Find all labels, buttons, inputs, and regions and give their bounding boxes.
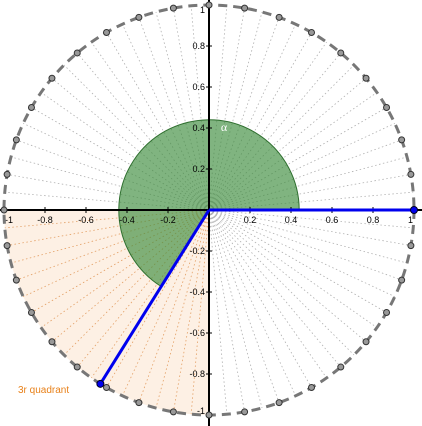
- circle-point: [383, 104, 391, 111]
- y-tick-label: -0.2: [189, 246, 205, 256]
- circle-point: [135, 399, 143, 407]
- y-tick-label: -0.4: [189, 287, 205, 297]
- radial-guide-line: [208, 209, 414, 229]
- circle-point: [308, 28, 315, 36]
- circle-point: [12, 276, 20, 284]
- circle-point: [398, 136, 406, 144]
- circle-point: [407, 170, 415, 178]
- radial-guide-line: [208, 209, 228, 415]
- circle-point: [241, 4, 249, 12]
- circle-point: [73, 363, 81, 371]
- y-tick-label: 0.2: [192, 164, 205, 174]
- radius-segments: [96, 206, 418, 388]
- circle-point: [362, 338, 370, 346]
- circle-point: [12, 136, 20, 144]
- axis-tick-labels: -1 -0.8 -0.6 -0.4 -0.2 0.2 0.4 0.6 0.8 1 1 0.8 0.6 0.…: [5, 5, 413, 416]
- y-tick-label: 0.8: [192, 41, 205, 51]
- circle-point: [169, 4, 177, 12]
- circle-point: [407, 242, 415, 250]
- circle-point: [73, 49, 81, 57]
- circle-point: [103, 28, 110, 36]
- circle-point: [362, 74, 370, 82]
- initial-radius-endpoint: [410, 206, 418, 214]
- x-tick-label: 1: [408, 215, 413, 225]
- x-tick-label: 0.2: [244, 215, 257, 225]
- circle-point: [48, 338, 56, 346]
- x-tick-label: -0.4: [119, 215, 135, 225]
- x-tick-label: 0.8: [367, 215, 380, 225]
- radial-guide-line: [208, 209, 263, 409]
- circle-point: [337, 49, 345, 57]
- circle-point: [3, 170, 11, 178]
- circle-point: [383, 309, 391, 316]
- angle-label: α: [221, 120, 228, 134]
- circle-point: [0, 206, 8, 214]
- circle-point: [135, 13, 143, 21]
- circle-point: [205, 1, 213, 9]
- radial-guide-line: [208, 209, 411, 246]
- circle-point: [275, 399, 283, 407]
- circle-point: [275, 13, 283, 21]
- x-tick-label: -0.8: [37, 215, 53, 225]
- circle-point: [398, 276, 406, 284]
- radial-guide-line: [208, 209, 245, 412]
- circle-point: [3, 242, 11, 250]
- radial-guide-line: [208, 209, 378, 328]
- y-tick-label: -1: [197, 406, 205, 416]
- y-tick-label: 0.6: [192, 82, 205, 92]
- circle-point: [169, 408, 177, 416]
- terminal-radius: [99, 209, 211, 385]
- circle-point: [337, 363, 345, 371]
- x-tick-label: -0.2: [160, 215, 176, 225]
- circle-point: [27, 104, 35, 111]
- circle-point: [205, 411, 213, 419]
- x-tick-label: -1: [5, 215, 13, 225]
- terminal-radius-endpoint: [96, 379, 105, 388]
- x-tick-label: 0.6: [326, 215, 339, 225]
- y-tick-label: 0.4: [192, 123, 205, 133]
- radial-guide-line: [208, 209, 296, 396]
- y-tick-label: -0.6: [189, 328, 205, 338]
- y-tick-label: -0.8: [189, 369, 205, 379]
- circle-point: [27, 309, 35, 316]
- circle-point: [103, 384, 110, 392]
- circle-point: [241, 408, 249, 416]
- circle-points: [0, 1, 418, 419]
- circle-point: [48, 74, 56, 82]
- y-tick-label: 1: [200, 5, 205, 15]
- quadrant-label: 3r quadrant: [18, 385, 69, 396]
- x-tick-label: 0.4: [285, 215, 298, 225]
- radial-guide-line: [208, 209, 312, 388]
- x-tick-label: -0.6: [78, 215, 94, 225]
- radial-guide-line: [208, 209, 387, 313]
- circle-point: [308, 384, 315, 392]
- radial-guide-line: [208, 209, 327, 379]
